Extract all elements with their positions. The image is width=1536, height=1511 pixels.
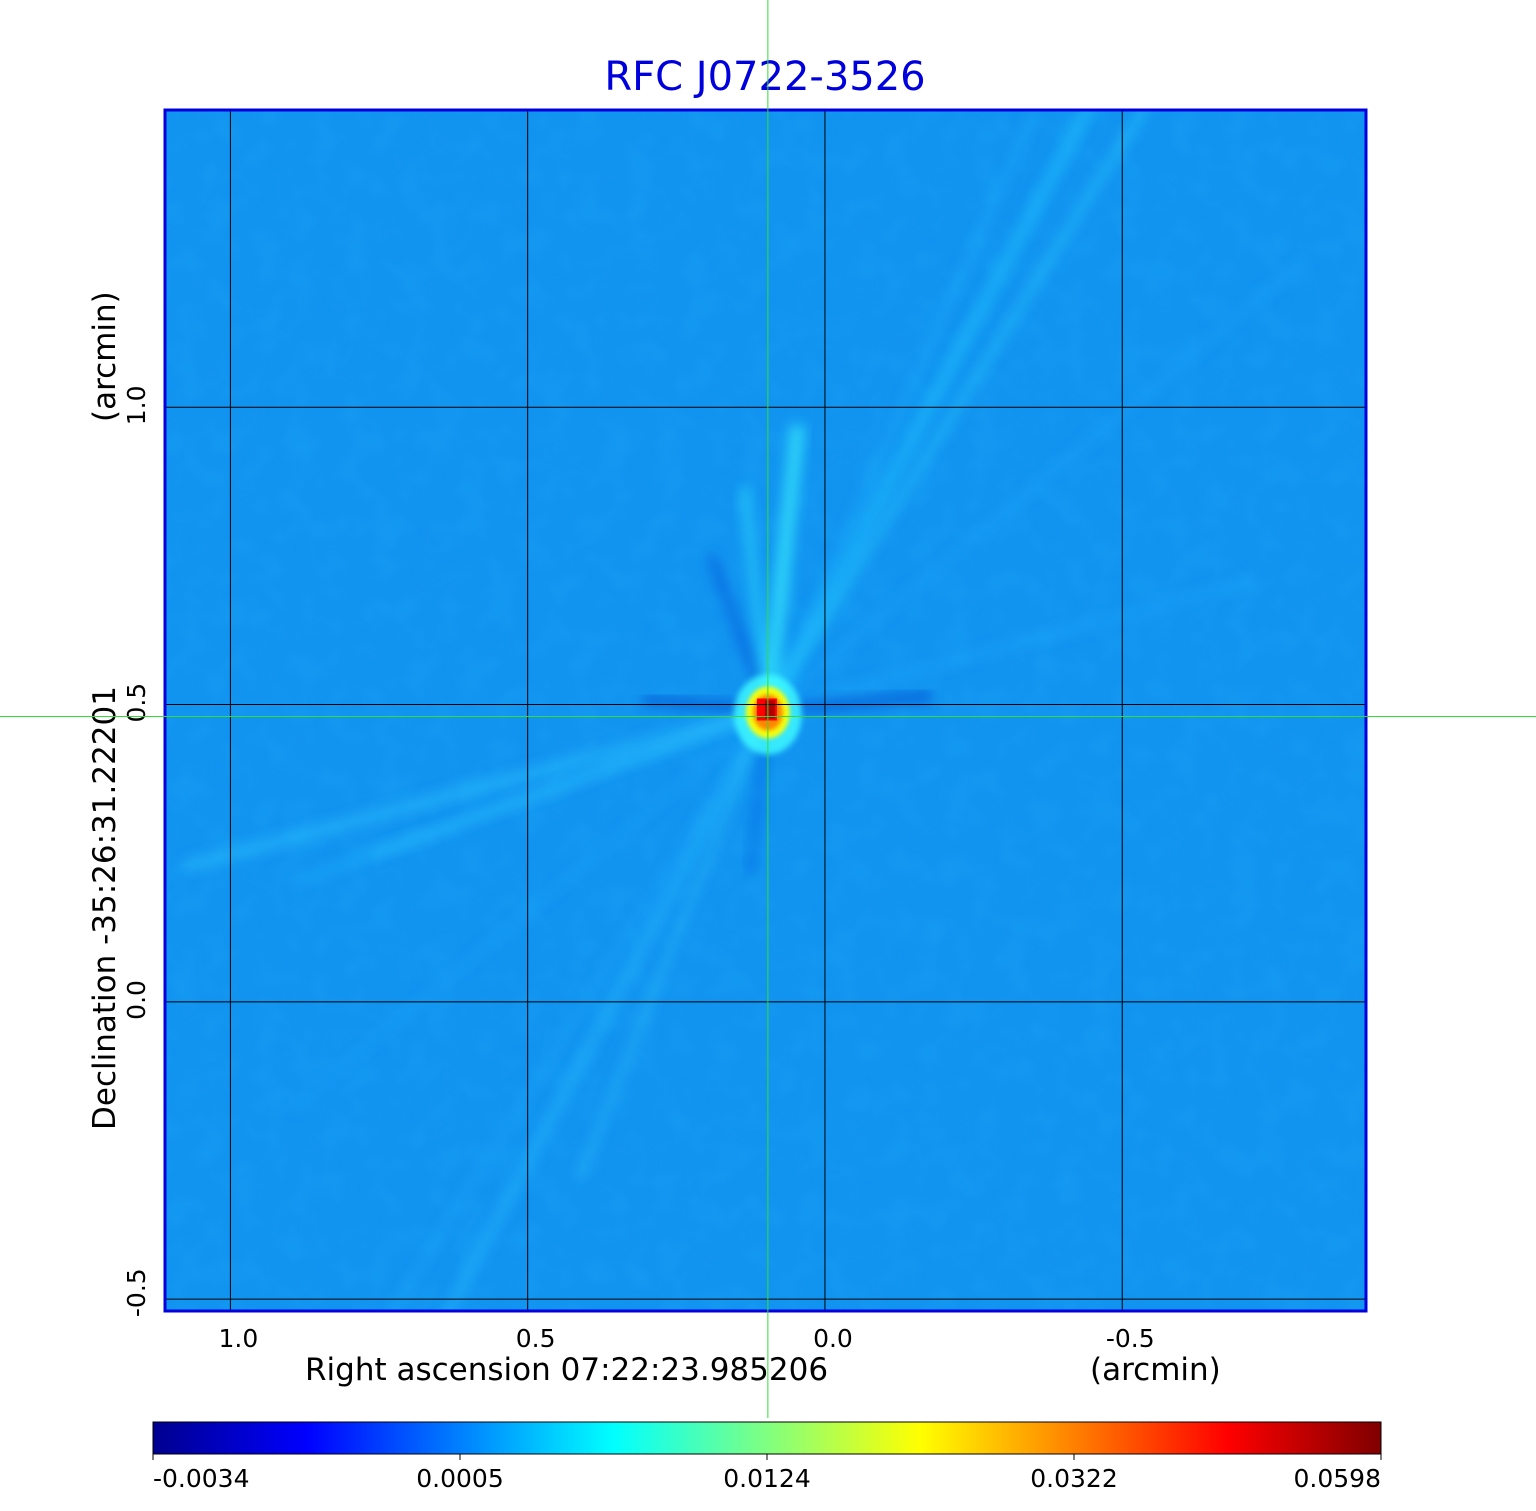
colorbar: -0.0034 0.0005 0.0124 0.0322 0.0598 [152, 1421, 1382, 1493]
core-peak [764, 700, 775, 719]
sidelobe-streak [762, 110, 1150, 716]
colorbar-tick-label: 0.0005 [416, 1464, 503, 1493]
sidelobe-streak [387, 706, 772, 1311]
sidelobe-streak [759, 424, 806, 719]
map-image [165, 110, 1366, 1311]
sidelobe-streak [762, 576, 1256, 716]
y-tick-labels: 1.0 0.5 0.0 -0.5 [122, 386, 151, 1318]
x-tick-labels: 1.0 0.5 0.0 -0.5 [219, 1324, 1155, 1353]
sidelobe-streak [288, 706, 772, 1114]
x-tick-label: 0.5 [516, 1324, 556, 1353]
x-tick-label: 0.0 [813, 1324, 853, 1353]
y-axis-unit: (arcmin) [87, 291, 123, 422]
sidelobe-streak [762, 255, 1310, 716]
sidelobe-streak [293, 705, 773, 887]
colorbar-gradient [152, 1421, 1382, 1455]
y-tick-label: 0.0 [122, 980, 151, 1020]
y-tick-label: 0.5 [122, 683, 151, 723]
chart-title: RFC J0722-3526 [604, 54, 925, 100]
colorbar-tick-label: 0.0322 [1030, 1464, 1117, 1493]
x-axis-label: Right ascension 07:22:23.985206 [305, 1352, 828, 1388]
sidelobe-streak [763, 112, 1037, 715]
x-axis-unit: (arcmin) [1090, 1352, 1221, 1388]
colorbar-tick-label: -0.0034 [153, 1464, 250, 1493]
y-axis-label: Declination -35:26:31.22201 [87, 686, 123, 1130]
y-tick-label: 1.0 [122, 386, 151, 426]
sidelobe-streak [181, 703, 775, 873]
sidelobe-streak [577, 707, 771, 1178]
x-tick-label: 1.0 [219, 1324, 259, 1353]
y-tick-label: -0.5 [122, 1268, 151, 1317]
coordinate-grid [165, 110, 1366, 1311]
x-tick-label: -0.5 [1106, 1324, 1155, 1353]
colorbar-tick-label: 0.0124 [723, 1464, 810, 1493]
crosshair [0, 0, 1536, 1418]
colorbar-tick-label: 0.0598 [1294, 1464, 1381, 1493]
colorbar-ticks: -0.0034 0.0005 0.0124 0.0322 0.0598 [152, 1454, 1382, 1493]
sidelobe-streak [760, 110, 1096, 718]
map-frame [163, 108, 1368, 1313]
sidelobe-streak [441, 704, 774, 1311]
sidelobe-streak [738, 485, 774, 717]
